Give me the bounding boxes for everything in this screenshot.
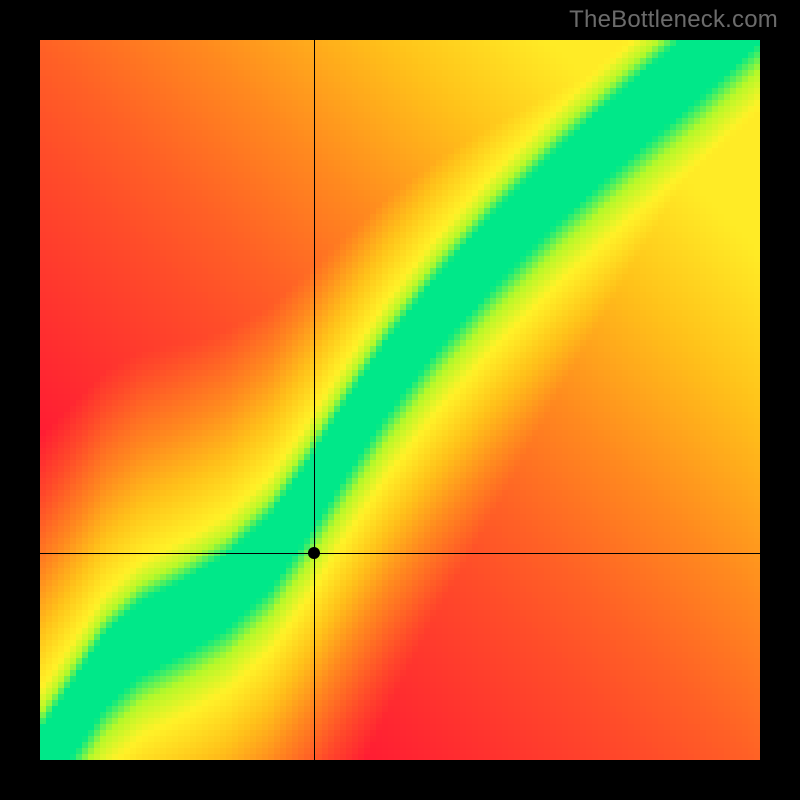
plot-frame [40, 40, 760, 760]
chart-container: TheBottleneck.com [0, 0, 800, 800]
attribution-text: TheBottleneck.com [569, 6, 778, 34]
crosshair-marker [308, 547, 320, 559]
bottleneck-heatmap [40, 40, 760, 760]
crosshair-horizontal [40, 553, 760, 554]
crosshair-vertical [314, 40, 315, 760]
